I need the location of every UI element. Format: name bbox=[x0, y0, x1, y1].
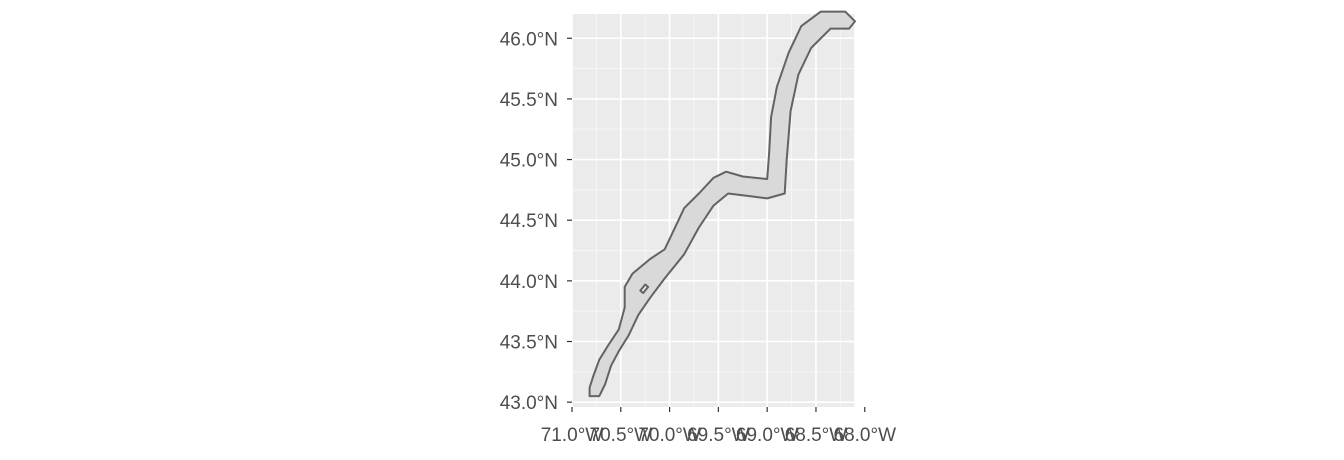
longitude-axis: 71.0°W70.5°W70.0°W69.5°W69.0°W68.5°W68.0… bbox=[541, 407, 896, 446]
longitude-tick-label: 68.5°W bbox=[785, 425, 848, 446]
latitude-axis: 46.0°N 45.5°N 45.0°N 44.5°N 44.0°N 43.5°N 43.0… bbox=[500, 29, 572, 414]
buffer-zone-hole bbox=[639, 283, 650, 294]
latitude-tick-label: 43.5°N bbox=[500, 333, 558, 354]
latitude-tick-label: 46.0°N bbox=[500, 29, 558, 50]
buffer-zone-polygon bbox=[588, 10, 856, 398]
longitude-tick-label: 71.0°W bbox=[541, 425, 604, 446]
longitude-tick-label: 69.5°W bbox=[687, 425, 750, 446]
latitude-tick-label: 45.5°N bbox=[500, 90, 558, 111]
latitude-tick-label: 44.0°N bbox=[500, 272, 558, 293]
longitude-tick-label: 70.0°W bbox=[638, 425, 701, 446]
latitude-tick-label: 43.0°N bbox=[500, 393, 558, 414]
latitude-tick-label: 45.0°N bbox=[500, 151, 558, 172]
longitude-tick-label: 68.0°W bbox=[834, 425, 897, 446]
buffer-polygon-layer bbox=[588, 10, 856, 398]
latitude-tick-label: 44.5°N bbox=[500, 211, 558, 232]
longitude-tick-label: 70.5°W bbox=[590, 425, 653, 446]
longitude-tick-label: 69.0°W bbox=[736, 425, 799, 446]
